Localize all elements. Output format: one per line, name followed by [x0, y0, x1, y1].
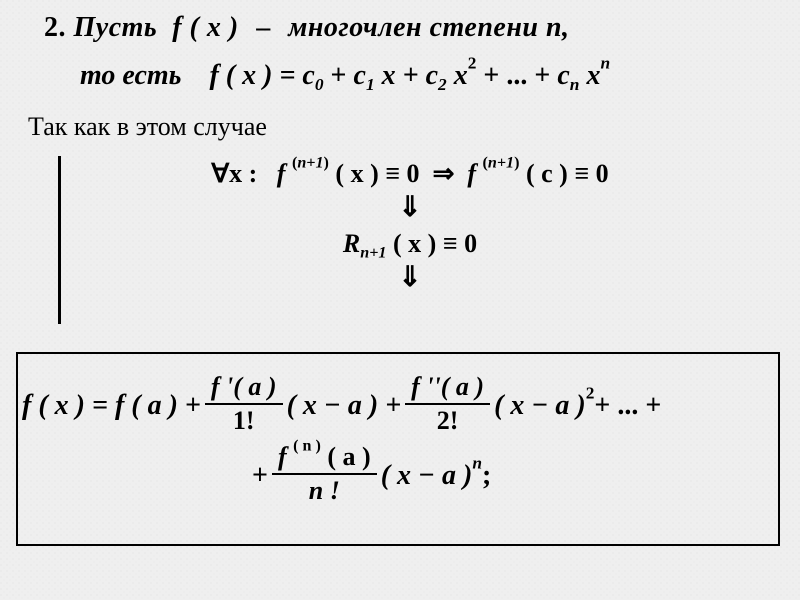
heading-line-2: то есть f ( x ) = c0 + c1 x + c2 x2 + ..… [80, 60, 610, 92]
fracN-num: f ( n ) ( a ) [272, 444, 377, 470]
heading-number: 2. [44, 12, 66, 43]
heading-fx: f ( x ) [172, 12, 238, 43]
fx1-sup-n: n+1 [297, 155, 323, 172]
block-argc: ( c ) ≡ 0 [526, 159, 609, 188]
fx-sym-1: f [277, 159, 286, 188]
heading-let: Пусть [74, 12, 158, 43]
down-arrow-2: ⇓ [70, 263, 750, 294]
line2-plus1: + [331, 60, 354, 91]
taylor-frac-1: f '( a ) 1! [205, 374, 283, 434]
c0-sub: 0 [315, 75, 324, 94]
taylor-row-2: + f ( n ) ( a ) n ! ( x − a )n ; [22, 436, 774, 506]
block-argx: ( x ) ≡ 0 [335, 159, 419, 188]
fx2-sup-n: n+1 [488, 155, 514, 172]
block-imp: ⇒ [433, 159, 455, 188]
heading-dash: – [246, 12, 281, 43]
block-fx2: f (n+1) [467, 159, 526, 188]
taylor-semicolon: ; [482, 460, 491, 492]
c2-sub: 2 [438, 75, 447, 94]
taylor-term2: ( x − a )2 [494, 390, 594, 422]
fracN-den: n ! [272, 473, 377, 504]
fracN-sup: ( n ) [293, 438, 321, 455]
c1-sym: c [354, 60, 366, 91]
block-fx1: f (n+1) [277, 159, 336, 188]
taylor-term1: ( x − a ) + [287, 390, 402, 422]
line2-c2: c2 [426, 60, 447, 91]
frac2-num: f ''( a ) [405, 374, 490, 400]
frac1-num: f '( a ) [205, 374, 283, 400]
fracN-f: f [278, 442, 287, 471]
frac2-den: 2! [405, 403, 490, 434]
line2-xn: x [586, 60, 600, 91]
line3: Так как в этом случае [28, 112, 267, 142]
line2-x1: x + [382, 60, 426, 91]
heading-line-1: 2. Пусть f ( x ) – многочлен степени n, [44, 12, 570, 44]
termN-sup: n [472, 453, 482, 472]
c1-sub: 1 [366, 75, 375, 94]
block-Rarg: ( x ) ≡ 0 [393, 229, 477, 258]
page: 2. Пусть f ( x ) – многочлен степени n, … [0, 0, 800, 600]
frac1-den: 1! [205, 403, 283, 434]
fx2-sup-c: ) [514, 155, 519, 172]
cn-sub: n [570, 75, 580, 94]
line2-lead: то есть [80, 60, 181, 91]
R-sym: R [343, 229, 360, 258]
R-sub: n+1 [360, 245, 386, 262]
down-arrow-1: ⇓ [70, 193, 750, 224]
c2-sym: c [426, 60, 438, 91]
taylor-lhs: f ( x ) = [22, 390, 108, 422]
block-row-2: Rn+1 ( x ) ≡ 0 [70, 226, 750, 261]
fx2-sup: (n+1) [483, 155, 520, 172]
line2-c0: c0 [302, 60, 323, 91]
line2-sup2: 2 [468, 53, 477, 72]
fracN-arg: ( a ) [327, 442, 370, 471]
c0-sym: c [302, 60, 314, 91]
taylor-termN: ( x − a )n [381, 460, 482, 492]
heading-rest: многочлен степени n, [288, 12, 569, 43]
line2-x2: x [454, 60, 468, 91]
vertical-rule [58, 156, 61, 324]
forall: ∀x : [211, 159, 257, 188]
fx-sym-2: f [467, 159, 476, 188]
block-R: Rn+1 [343, 229, 393, 258]
block-row-1: ∀x : f (n+1) ( x ) ≡ 0 ⇒ f (n+1) ( c ) ≡… [70, 156, 750, 191]
line2-lhs: f ( x ) = [209, 60, 295, 91]
line2-dots: + ... + [483, 60, 557, 91]
termN-open: ( x − a ) [381, 460, 473, 491]
taylor-frac-2: f ''( a ) 2! [405, 374, 490, 434]
cn-sym: c [557, 60, 569, 91]
line2-c1: c1 [354, 60, 375, 91]
line2-supn: n [600, 53, 610, 72]
taylor-row-1: f ( x ) = f ( a ) + f '( a ) 1! ( x − a … [22, 358, 774, 436]
fx1-sup-c: ) [324, 155, 329, 172]
taylor-fa: f ( a ) + [115, 390, 201, 422]
line2-cn: cn [557, 60, 579, 91]
implication-block: ∀x : f (n+1) ( x ) ≡ 0 ⇒ f (n+1) ( c ) ≡… [70, 156, 750, 296]
term2-sup: 2 [586, 383, 595, 402]
term2-open: ( x − a ) [494, 390, 586, 421]
taylor-plus: + [252, 460, 268, 492]
taylor-frac-n: f ( n ) ( a ) n ! [272, 444, 377, 504]
fx1-sup: (n+1) [292, 155, 329, 172]
taylor-formula: f ( x ) = f ( a ) + f '( a ) 1! ( x − a … [22, 358, 774, 506]
taylor-dots: + ... + [594, 390, 661, 422]
